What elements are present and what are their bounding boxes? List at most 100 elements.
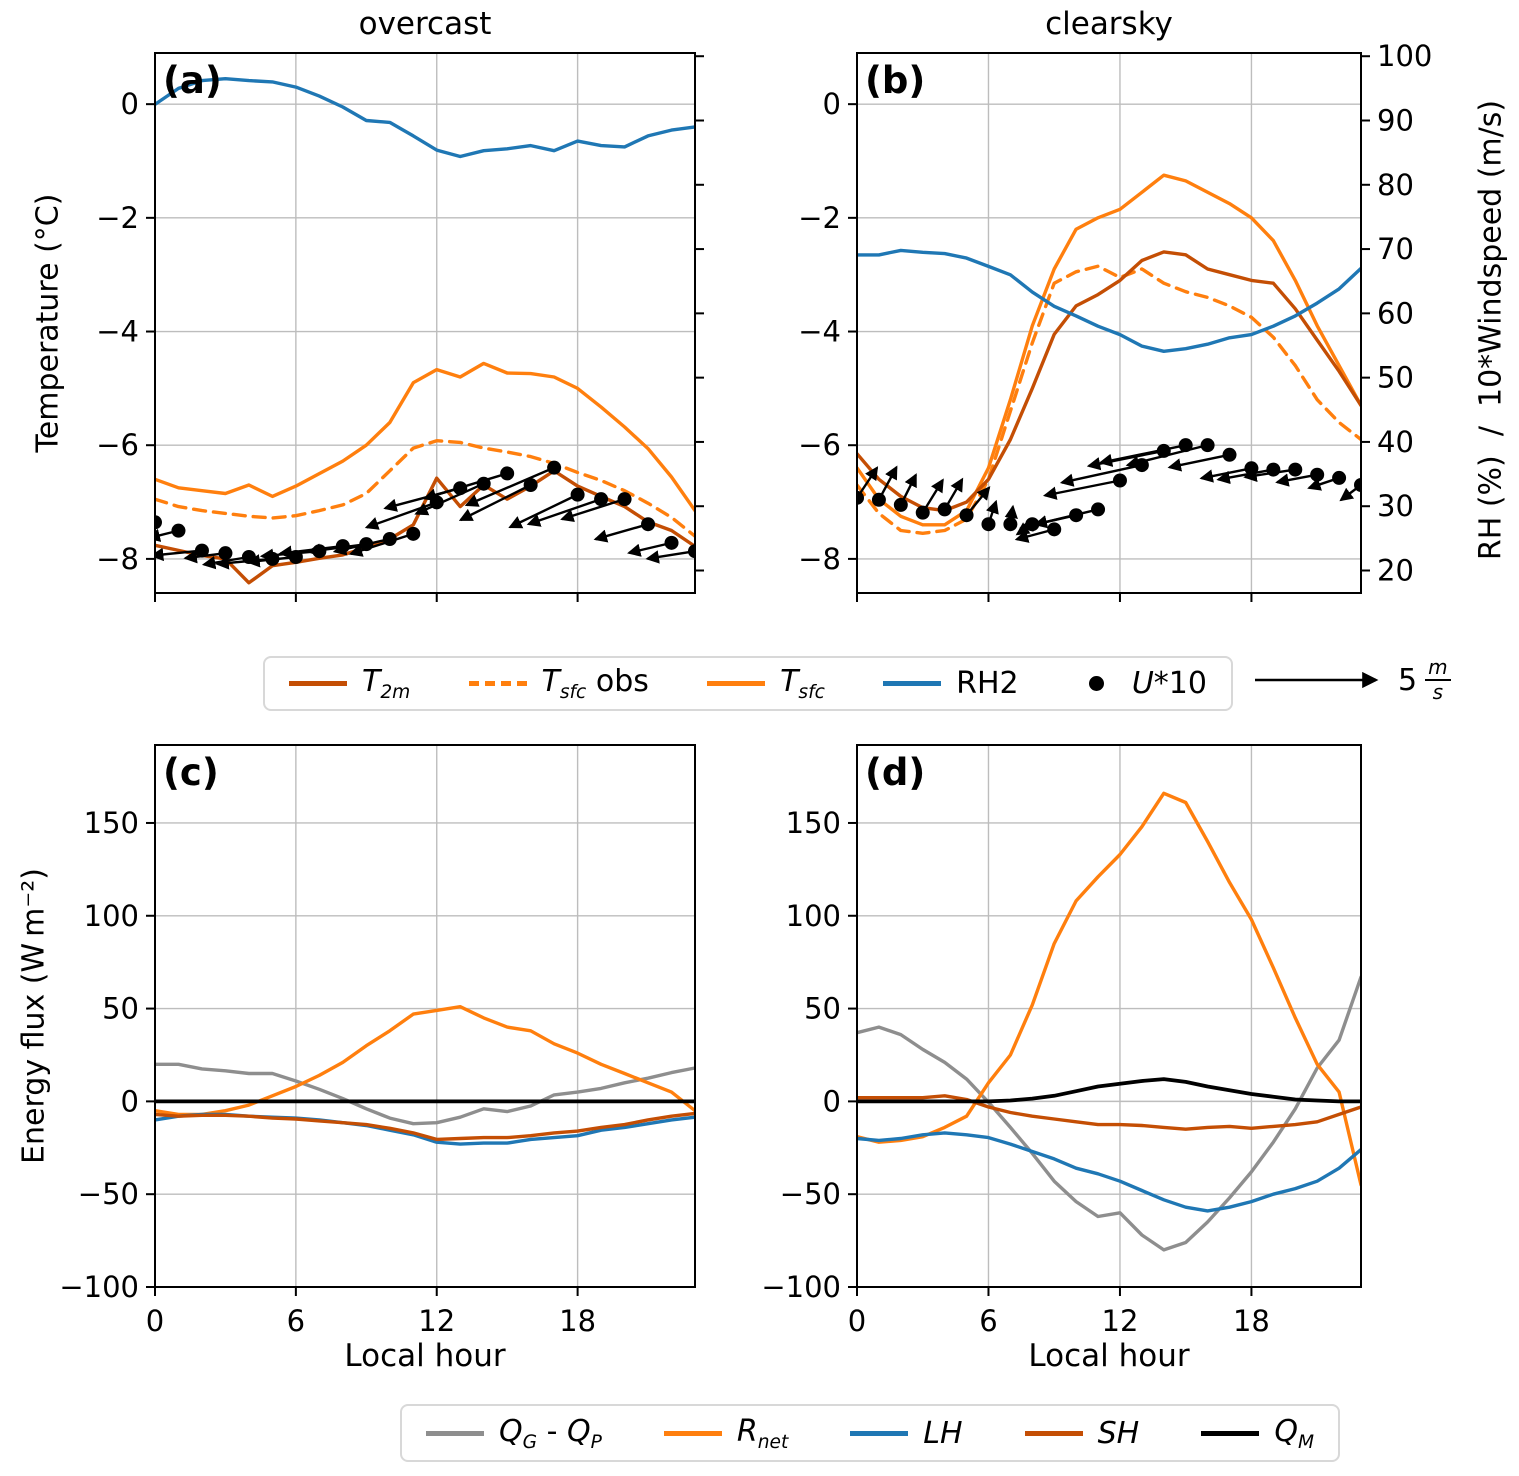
wind-dot bbox=[871, 492, 886, 507]
axes-frame bbox=[154, 744, 696, 1288]
tsfc_obs-line-swatch bbox=[468, 681, 527, 686]
panel-a-frame: 0 −2 −4 −6 −8 bbox=[96, 52, 704, 602]
axes-frame bbox=[856, 52, 1362, 594]
wind-dot bbox=[194, 543, 209, 558]
wind-dot bbox=[1200, 438, 1215, 453]
tick-label-rh: 80 bbox=[1377, 168, 1414, 202]
tick-label-x: 6 bbox=[287, 1304, 305, 1338]
tick-label-y: −50 bbox=[78, 1177, 139, 1211]
tick-label-y: 150 bbox=[786, 806, 841, 840]
wind-dot bbox=[641, 517, 656, 532]
panel-label-c: (c) bbox=[163, 751, 219, 794]
rnet-line-swatch bbox=[663, 1430, 722, 1436]
series-lh-d bbox=[856, 1131, 1362, 1213]
series-tsfc-obs-b bbox=[856, 264, 1362, 535]
tick-label-y: −2 bbox=[96, 201, 139, 235]
panel-label-a: (a) bbox=[163, 59, 222, 102]
wind-dot bbox=[937, 502, 952, 517]
legend-item-tsfc: Tsfc bbox=[707, 664, 825, 703]
wind-arrow bbox=[1167, 453, 1230, 472]
wind-dot bbox=[1091, 502, 1106, 517]
title-clearsky: clearsky bbox=[1045, 6, 1173, 42]
legend-label: Rnet bbox=[736, 1413, 789, 1453]
tsfc-line-swatch bbox=[707, 681, 766, 686]
tick-label-rh: 60 bbox=[1377, 296, 1414, 330]
wind-dot bbox=[1288, 462, 1303, 477]
energy-flux-axis-label: Energy flux (W m⁻²) bbox=[16, 868, 52, 1164]
series-rh2-a bbox=[154, 76, 696, 159]
series-rnet-d bbox=[856, 791, 1362, 1187]
u10-line-swatch bbox=[1077, 676, 1117, 691]
panel-c-frame: −100 −50 0 50 100 150 0 6 12 18 bbox=[59, 744, 696, 1338]
wind-arrow bbox=[1042, 479, 1121, 500]
tick-label-y: 50 bbox=[102, 992, 139, 1026]
tick-label-rh: 30 bbox=[1377, 489, 1414, 523]
tick-label-x: 18 bbox=[559, 1304, 596, 1338]
wind-dot bbox=[570, 487, 585, 502]
tick-label-y: 0 bbox=[823, 87, 841, 121]
legend-item-sh: SH bbox=[1024, 1416, 1139, 1451]
legend-item-rnet: Rnet bbox=[663, 1413, 789, 1453]
legend-label: QM bbox=[1274, 1413, 1314, 1453]
wind-arrow bbox=[154, 521, 156, 524]
tick-label-y: −4 bbox=[798, 315, 841, 349]
wind-dot bbox=[664, 535, 679, 550]
wind-arrow bbox=[1125, 443, 1208, 469]
wind-arrow bbox=[627, 541, 672, 557]
panel-d-frame: −100 −50 0 50 100 150 0 6 12 18 bbox=[761, 744, 1362, 1338]
wind-dot bbox=[1003, 517, 1018, 532]
reference-arrow-value: 5 bbox=[1398, 662, 1418, 698]
wind-dot bbox=[1310, 467, 1325, 482]
panel-b-frame: 0 −2 −4 −6 −8 100 90 80 70 60 50 40 30 20 bbox=[798, 39, 1432, 602]
panel-d-series bbox=[856, 791, 1362, 1252]
series-qm-d bbox=[856, 1077, 1362, 1104]
legend-energy-flux: QG - QP Rnet LH SH QM bbox=[400, 1404, 1340, 1462]
panel-d-grid bbox=[856, 745, 1361, 1288]
wind-dot bbox=[523, 478, 538, 492]
wind-arrow bbox=[645, 550, 696, 564]
axes-frame bbox=[856, 744, 1362, 1288]
tick-label-y: −4 bbox=[96, 315, 139, 349]
panel-c-series bbox=[154, 1005, 696, 1146]
series-tsfc-a bbox=[154, 361, 696, 513]
legend-item-lh: LH bbox=[850, 1416, 963, 1451]
series-rnet-c bbox=[154, 1005, 696, 1117]
reference-arrow-icon bbox=[1255, 671, 1379, 689]
legend-label: Tsfc bbox=[780, 664, 825, 703]
rh2-line-swatch bbox=[883, 681, 942, 686]
tick-label-y: −50 bbox=[780, 1177, 841, 1211]
wind-arrow bbox=[593, 523, 649, 543]
wind-dot bbox=[594, 492, 609, 507]
lh-line-swatch bbox=[850, 1430, 909, 1436]
dot-marker-icon bbox=[1089, 676, 1105, 691]
wind-dot bbox=[218, 546, 233, 561]
tick-label-rh: 20 bbox=[1377, 554, 1414, 588]
tick-label-y: 100 bbox=[786, 899, 841, 933]
tick-label-rh: 100 bbox=[1377, 39, 1432, 73]
wind-arrow bbox=[560, 497, 625, 523]
legend-label: T2m bbox=[362, 664, 411, 703]
legend-item-qg_qp: QG - QP bbox=[426, 1414, 602, 1453]
legend-item-t2m: T2m bbox=[289, 664, 410, 703]
series-tsfc-b bbox=[856, 173, 1362, 527]
tick-label-x: 12 bbox=[418, 1304, 455, 1338]
wind-arrow bbox=[414, 482, 485, 516]
tick-label-x: 6 bbox=[979, 1304, 997, 1338]
tick-label-y: −8 bbox=[798, 542, 841, 576]
legend-label: RH2 bbox=[956, 666, 1019, 701]
local-hour-label-left: Local hour bbox=[344, 1338, 506, 1374]
rh-windspeed-axis-label: RH (%) / 10*Windspeed (m/s) bbox=[1473, 99, 1509, 561]
wind-dot bbox=[617, 492, 632, 507]
temperature-axis-label: Temperature (°C) bbox=[30, 193, 66, 453]
wind-arrow bbox=[1243, 468, 1296, 483]
series-tsfc-obs-a bbox=[154, 439, 696, 538]
qg_qp-line-swatch bbox=[426, 1430, 484, 1436]
local-hour-label-right: Local hour bbox=[1028, 1338, 1190, 1374]
tick-label-rh: 70 bbox=[1377, 232, 1414, 266]
tick-label-y: −100 bbox=[59, 1270, 139, 1304]
legend-item-tsfc_obs: Tsfc obs bbox=[468, 664, 649, 703]
tick-label-y: 150 bbox=[84, 806, 139, 840]
wind-arrow bbox=[1059, 463, 1143, 487]
series-sh-d bbox=[856, 1094, 1362, 1131]
